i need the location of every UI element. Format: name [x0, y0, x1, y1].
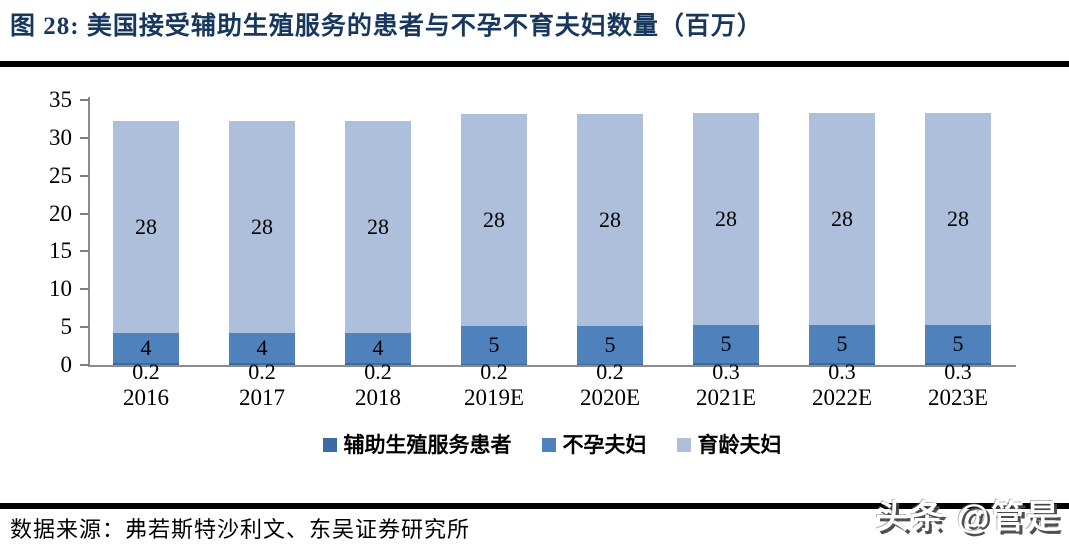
bar-value-label: 0.2	[132, 359, 160, 384]
y-axis-label: 0	[60, 352, 73, 377]
bar-value-label: 5	[836, 331, 848, 356]
y-axis-label: 35	[49, 87, 72, 112]
bar-value-label: 4	[372, 335, 384, 360]
bar-segment-2018-s0	[345, 363, 411, 365]
y-axis-label: 10	[49, 276, 72, 301]
x-axis-label: 2017	[239, 385, 285, 410]
x-axis-line	[88, 365, 1016, 367]
bar-value-label: 28	[599, 207, 621, 232]
watermark: 头条 @管是	[875, 498, 1061, 535]
bar-value-label: 0.3	[944, 359, 972, 384]
x-axis-label: 2020E	[579, 385, 641, 410]
bar-segment-2022E-s0	[809, 363, 875, 365]
source-text: 数据来源：弗若斯特沙利文、东吴证券研究所	[10, 517, 471, 542]
legend-label: 辅助生殖服务患者	[343, 433, 512, 457]
bar-value-label: 5	[952, 331, 964, 356]
legend-label: 育龄夫妇	[697, 433, 782, 457]
bar-value-label: 28	[947, 206, 969, 231]
legend-label: 不孕夫妇	[562, 433, 647, 457]
bar-segment-2020E-s1	[577, 326, 643, 364]
bar-segment-2017-s2	[229, 121, 295, 333]
bar-value-label: 0.3	[712, 359, 740, 384]
bar-value-label: 5	[488, 332, 500, 357]
bar-value-label: 28	[251, 214, 273, 239]
bar-value-label: 0.2	[248, 359, 276, 384]
bar-value-label: 28	[831, 206, 853, 231]
y-axis-label: 20	[49, 201, 72, 226]
legend-item-1: 不孕夫妇	[541, 433, 647, 457]
x-axis-label: 2021E	[695, 385, 757, 410]
bar-segment-2017-s1	[229, 333, 295, 363]
legend-swatch-icon	[322, 438, 337, 452]
y-axis-tick	[80, 288, 89, 290]
bar-segment-2023E-s1	[925, 325, 991, 363]
x-axis-label: 2023E	[927, 385, 989, 410]
footer-divider	[0, 503, 1069, 509]
bar-segment-2018-s1	[345, 333, 411, 363]
legend-item-0: 辅助生殖服务患者	[322, 433, 512, 457]
y-axis-tick	[80, 364, 89, 366]
bar-value-label: 0.2	[480, 359, 508, 384]
y-axis-label: 15	[49, 238, 72, 263]
y-axis-line	[88, 97, 90, 367]
bar-segment-2016-s1	[113, 333, 179, 363]
bar-value-label: 0.3	[828, 359, 856, 384]
y-axis-tick	[80, 326, 89, 328]
bar-value-label: 28	[367, 214, 389, 239]
bar-segment-2018-s2	[345, 121, 411, 333]
legend-swatch-icon	[541, 438, 556, 452]
y-axis-tick	[80, 250, 89, 252]
x-axis-label: 2019E	[463, 385, 525, 410]
bar-value-label: 5	[720, 331, 732, 356]
bar-segment-2019E-s0	[461, 363, 527, 365]
bar-segment-2020E-s0	[577, 363, 643, 365]
bar-segment-2021E-s2	[693, 113, 759, 325]
bar-segment-2016-s2	[113, 121, 179, 333]
bar-segment-2019E-s1	[461, 326, 527, 364]
bar-value-label: 0.2	[596, 359, 624, 384]
bar-segment-2022E-s2	[809, 113, 875, 325]
bar-segment-2023E-s2	[925, 113, 991, 325]
bar-segment-2019E-s2	[461, 114, 527, 326]
y-axis-label: 25	[49, 163, 72, 188]
x-axis-label: 2016	[123, 385, 169, 410]
title-divider	[0, 61, 1069, 67]
y-axis-tick	[80, 137, 89, 139]
bar-segment-2021E-s1	[693, 325, 759, 363]
y-axis-label: 30	[49, 125, 72, 150]
bar-value-label: 28	[483, 207, 505, 232]
bar-value-label: 5	[604, 332, 616, 357]
x-axis-label: 2018	[355, 385, 401, 410]
bar-segment-2022E-s1	[809, 325, 875, 363]
y-axis-tick	[80, 175, 89, 177]
bar-value-label: 0.2	[364, 359, 392, 384]
bar-segment-2021E-s0	[693, 363, 759, 365]
figure-title: 图 28: 美国接受辅助生殖服务的患者与不孕不育夫妇数量（百万）	[10, 13, 763, 40]
bar-segment-2023E-s0	[925, 363, 991, 365]
bar-value-label: 28	[135, 214, 157, 239]
bar-segment-2016-s0	[113, 363, 179, 365]
bar-value-label: 4	[256, 335, 268, 360]
bar-value-label: 28	[715, 206, 737, 231]
legend-item-2: 育龄夫妇	[676, 433, 782, 457]
y-axis-label: 5	[60, 314, 73, 339]
legend-swatch-icon	[676, 438, 691, 452]
y-axis-tick	[80, 99, 89, 101]
bar-segment-2020E-s2	[577, 114, 643, 326]
y-axis-tick	[80, 213, 89, 215]
chart-legend: 辅助生殖服务患者 不孕夫妇 育龄夫妇	[88, 431, 1016, 459]
bar-value-label: 4	[140, 335, 152, 360]
x-axis-label: 2022E	[811, 385, 873, 410]
bar-segment-2017-s0	[229, 363, 295, 365]
